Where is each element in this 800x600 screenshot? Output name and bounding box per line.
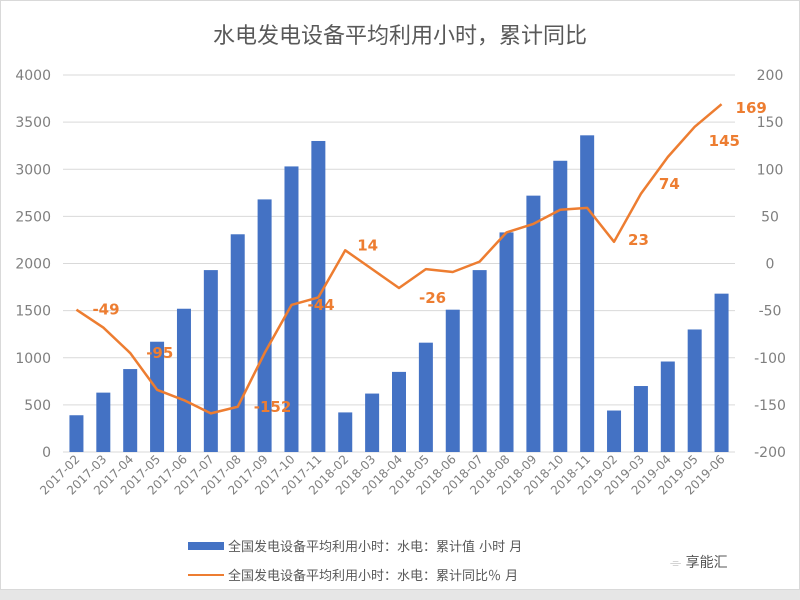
- bar: [338, 412, 353, 452]
- y-right-tick-label: 0: [766, 257, 775, 273]
- y-right-tick-label: -150: [754, 398, 786, 414]
- bar: [123, 369, 138, 452]
- y-left-tick-label: 500: [24, 398, 51, 414]
- data-label: 23: [628, 231, 649, 249]
- bar: [150, 341, 165, 452]
- bar: [392, 371, 406, 452]
- bar: [418, 342, 433, 452]
- data-label: -95: [146, 344, 173, 362]
- bar: [687, 329, 702, 452]
- y-right-tick-label: 150: [757, 115, 784, 131]
- bar: [445, 309, 460, 452]
- bar: [553, 160, 568, 452]
- bar: [284, 166, 299, 453]
- y-right-tick-label: -200: [754, 445, 786, 461]
- y-left-tick-label: 0: [42, 445, 51, 461]
- bar: [580, 135, 595, 452]
- y-right-tick-label: 200: [757, 68, 784, 84]
- y-right-tick-label: -50: [759, 304, 782, 320]
- legend-swatch-line: [188, 573, 224, 576]
- bar: [714, 293, 729, 452]
- bar: [257, 199, 272, 452]
- chart-plot: 05001000150020002500300035004000-200-150…: [15, 68, 786, 498]
- data-label: -49: [92, 301, 119, 319]
- data-label: 169: [736, 99, 767, 117]
- data-label: 145: [709, 132, 740, 150]
- legend-label-line: 全国发电设备平均利用小时：水电：累计同比％ 月: [228, 569, 519, 584]
- legend-label-bar: 全国发电设备平均利用小时：水电：累计值 小时 月: [228, 540, 523, 555]
- bar: [230, 234, 245, 452]
- legend-item-line: 全国发电设备平均利用小时：水电：累计同比％ 月: [188, 565, 518, 584]
- watermark: ⌯ 享能汇: [670, 552, 728, 572]
- bottom-bar: [0, 590, 800, 600]
- y-left-tick-label: 1500: [15, 304, 51, 320]
- y-left-tick-label: 2000: [15, 257, 51, 273]
- data-label: -26: [419, 289, 446, 307]
- legend-item-bar: 全国发电设备平均利用小时：水电：累计值 小时 月: [188, 536, 522, 555]
- data-label: -44: [307, 296, 334, 314]
- y-right-tick-label: 50: [761, 209, 779, 225]
- line-series: [75, 103, 723, 415]
- bar: [499, 232, 514, 452]
- y-right-tick-label: 100: [757, 162, 784, 178]
- watermark-text: 享能汇: [685, 555, 728, 571]
- bar: [203, 270, 218, 452]
- bar: [526, 195, 541, 452]
- bar: [660, 361, 675, 452]
- bar: [365, 393, 380, 452]
- y-left-tick-label: 3500: [15, 115, 51, 131]
- chart-title: 水电发电设备平均利用小时，累计同比: [212, 24, 587, 49]
- bar: [96, 392, 111, 452]
- bar: [472, 270, 487, 452]
- data-label: 74: [659, 175, 680, 193]
- bar: [176, 308, 191, 452]
- bar: [633, 386, 648, 452]
- bar: [607, 410, 622, 452]
- y-left-tick-label: 1000: [15, 351, 51, 367]
- y-left-tick-label: 2500: [15, 209, 51, 225]
- y-left-tick-label: 4000: [15, 68, 51, 84]
- data-label: -152: [254, 398, 292, 416]
- y-right-tick-label: -100: [754, 351, 786, 367]
- legend-swatch-bar: [188, 541, 224, 550]
- data-label: 14: [357, 236, 378, 254]
- bar: [69, 415, 84, 452]
- wechat-icon: ⌯: [670, 555, 686, 571]
- y-left-tick-label: 3000: [15, 162, 51, 178]
